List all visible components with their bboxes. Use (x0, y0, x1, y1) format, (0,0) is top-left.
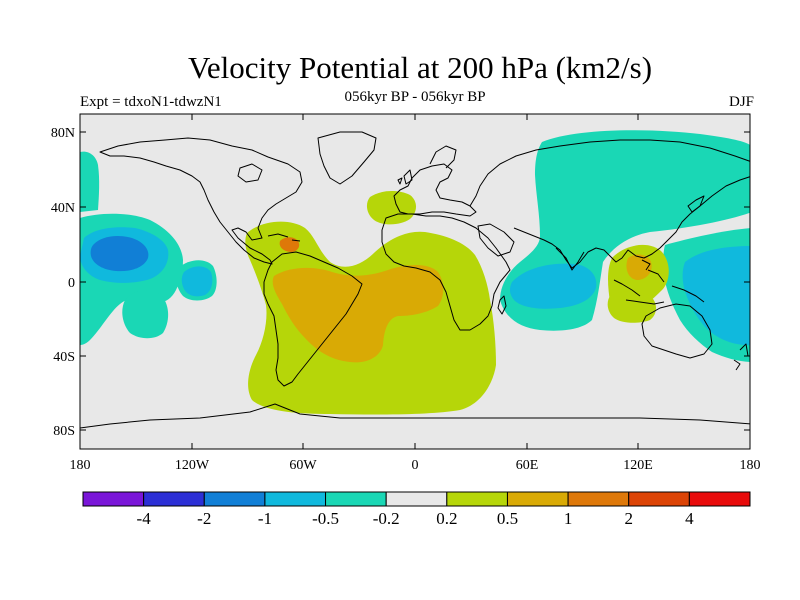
contour-fields (80, 130, 750, 415)
region-indian-ocean-cyan (509, 263, 597, 309)
colorbar-swatch (82, 491, 145, 507)
coastline-hudson-bay (237, 163, 263, 183)
lon-label: 120W (175, 458, 210, 473)
colorbar-swatch (203, 491, 266, 507)
coastline-new-zealand (733, 343, 749, 371)
map-subtitle: 056kyr BP - 056kyr BP (344, 89, 486, 105)
coastline-japan (687, 195, 705, 213)
region-indian-ocean-green (607, 291, 656, 323)
coastline-indonesia (613, 259, 705, 305)
lon-label: 120E (623, 458, 653, 473)
coastline-europe (393, 163, 477, 217)
colorbar-swatch (264, 491, 327, 507)
colorbar-swatch (385, 491, 448, 507)
experiment-label: Expt = tdxoN1-tdwzN1 (80, 94, 222, 110)
lat-label: 40S (53, 350, 75, 365)
coastline-north-america (99, 137, 303, 265)
region-south-pacific-teal (122, 290, 169, 339)
lat-label: 40N (51, 201, 75, 216)
coastline-africa (381, 213, 511, 331)
coastline-india (555, 247, 585, 271)
colorbar-swatch (567, 491, 630, 507)
region-south-america-orange (272, 265, 444, 363)
colorbar-label: -2 (197, 509, 211, 528)
colorbar-label: 0.5 (497, 509, 518, 528)
map-title: Velocity Potential at 200 hPa (km2/s) (187, 50, 653, 85)
colorbar-swatch (325, 491, 387, 507)
colorbar-swatch (506, 491, 569, 507)
coastline-arabia (477, 223, 515, 257)
latitude-labels: 80N 40N 0 40S 80S (51, 126, 75, 439)
colorbar-label: -1 (258, 509, 272, 528)
colorbar-label: 2 (624, 509, 633, 528)
longitude-labels: 180 120W 60W 0 60E 120E 180 (70, 458, 761, 473)
region-north-atlantic-green (366, 191, 416, 225)
region-maritime-continent-orange (626, 254, 652, 280)
coastline-british-isles (397, 169, 413, 185)
lat-label: 80S (53, 424, 75, 439)
season-label: DJF (728, 94, 754, 110)
coastline-australia (641, 303, 713, 359)
colorbar-label: 4 (685, 509, 694, 528)
colorbar-label: -4 (137, 509, 152, 528)
lon-label: 180 (740, 458, 761, 473)
longitude-ticks (79, 114, 751, 449)
colorbar-label: 0.2 (436, 509, 457, 528)
coastline-greenland (317, 131, 377, 185)
lon-label: 0 (412, 458, 419, 473)
coastline-south-america (263, 251, 363, 387)
lon-label: 60E (516, 458, 539, 473)
coastlines (80, 131, 750, 429)
colorbar-swatch (143, 491, 205, 507)
region-caribbean-dark-orange (279, 237, 300, 252)
colorbar-label: 1 (564, 509, 573, 528)
region-arctic-teal (80, 151, 100, 212)
region-east-pacific-blue (90, 236, 149, 272)
colorbar-label: -0.5 (312, 509, 339, 528)
lat-label: 80N (51, 126, 75, 141)
colorbar-swatch (628, 491, 690, 507)
colorbar-swatch (688, 491, 751, 507)
colorbar-label: -0.2 (373, 509, 400, 528)
lat-label: 0 (68, 276, 75, 291)
coastline-madagascar (497, 295, 507, 315)
lon-label: 180 (70, 458, 91, 473)
region-westpacific-cyan (682, 246, 750, 346)
colorbar-swatch (446, 491, 508, 507)
coastline-caribbean-islands (267, 233, 301, 242)
latitude-ticks (80, 131, 750, 431)
coastline-scandinavia (429, 145, 457, 169)
colorbar (82, 491, 751, 507)
region-central-pacific-cyan (181, 266, 213, 297)
coastline-antarctica (80, 403, 750, 429)
lon-label: 60W (289, 458, 317, 473)
colorbar-labels: -4 -2 -1 -0.5 -0.2 0.2 0.5 1 2 4 (137, 509, 695, 528)
